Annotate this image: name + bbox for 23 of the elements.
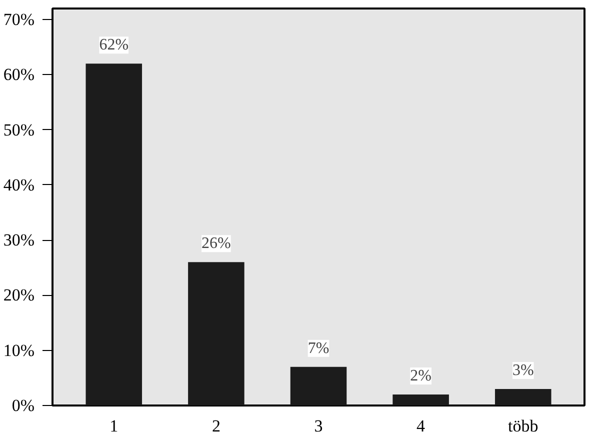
y-tick-label: 40% bbox=[3, 175, 35, 194]
data-label: 2% bbox=[410, 367, 432, 384]
bar bbox=[188, 262, 244, 406]
y-tick-label: 20% bbox=[3, 286, 35, 305]
y-tick-label: 50% bbox=[3, 120, 35, 140]
y-tick-label: 30% bbox=[3, 230, 35, 250]
data-label: 7% bbox=[308, 340, 330, 357]
bar bbox=[494, 388, 552, 406]
bar bbox=[290, 366, 347, 406]
x-tick-label: 2 bbox=[212, 416, 220, 436]
bar bbox=[86, 64, 142, 406]
y-tick-label: 60% bbox=[3, 65, 35, 84]
x-tick-label: 1 bbox=[110, 416, 118, 436]
data-label: 3% bbox=[512, 362, 534, 379]
x-tick-label: több bbox=[508, 416, 538, 436]
y-tick-label: 10% bbox=[3, 340, 35, 360]
y-tick-label: 0% bbox=[12, 396, 35, 415]
x-tick-label: 4 bbox=[416, 416, 426, 436]
x-tick-label: 3 bbox=[314, 416, 323, 436]
y-tick-label: 70% bbox=[3, 10, 35, 30]
bar bbox=[392, 394, 449, 406]
data-label: 62% bbox=[99, 36, 129, 54]
data-label: 26% bbox=[202, 235, 231, 252]
